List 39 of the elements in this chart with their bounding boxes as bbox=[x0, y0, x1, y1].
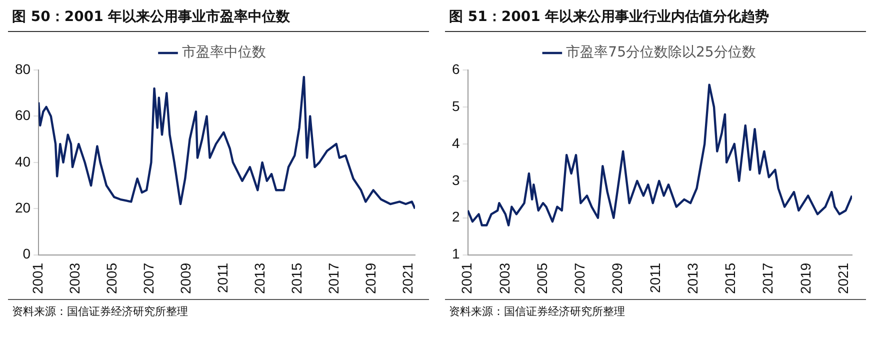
y-tick-label: 60 bbox=[14, 107, 31, 124]
x-tick-label: 2013 bbox=[684, 262, 700, 294]
y-tick-label: 3 bbox=[452, 172, 460, 188]
x-tick-label: 2009 bbox=[178, 262, 194, 294]
y-tick-label: 4 bbox=[452, 134, 460, 151]
x-tick-label: 2019 bbox=[797, 262, 814, 294]
x-tick-label: 2003 bbox=[66, 262, 82, 294]
x-tick-label: 2019 bbox=[362, 262, 379, 294]
x-tick-label: 2015 bbox=[288, 262, 305, 294]
x-tick-label: 2011 bbox=[646, 262, 663, 293]
y-tick-label: 20 bbox=[14, 200, 31, 216]
y-tick-label: 1 bbox=[452, 246, 460, 262]
y-tick-label: 40 bbox=[14, 153, 31, 170]
y-tick-label: 2 bbox=[452, 208, 460, 225]
text: 资料来源：国信证券经济研究所整理 bbox=[445, 299, 866, 319]
x-tick-label: 2017 bbox=[326, 262, 342, 294]
text: 资料来源：国信证券经济研究所整理 bbox=[8, 299, 429, 319]
x-tick-label: 2003 bbox=[496, 262, 512, 294]
x-tick-label: 2011 bbox=[214, 262, 231, 293]
x-tick-label: 2015 bbox=[722, 262, 738, 294]
x-tick-label: 2013 bbox=[252, 262, 268, 294]
y-tick-label: 80 bbox=[14, 60, 31, 77]
x-tick-label: 2007 bbox=[140, 262, 157, 294]
x-tick-label: 2009 bbox=[609, 262, 626, 294]
legend-label: 市盈率75分位数除以25分位数 bbox=[566, 44, 756, 61]
chart-title: 图 51：2001 年以来公用事业行业内估值分化趋势 bbox=[445, 0, 866, 32]
y-tick-label: 5 bbox=[452, 98, 460, 114]
x-tick-label: 2007 bbox=[572, 262, 588, 294]
x-tick-label: 2005 bbox=[534, 262, 550, 294]
x-tick-label: 2001 bbox=[29, 262, 46, 294]
chart-title: 图 50：2001 年以来公用事业市盈率中位数 bbox=[8, 0, 429, 32]
x-tick-label: 2001 bbox=[458, 262, 475, 294]
x-tick-label: 2017 bbox=[760, 262, 776, 294]
y-tick-label: 6 bbox=[452, 60, 460, 77]
y-tick-label: 0 bbox=[22, 246, 31, 262]
x-tick-label: 2021 bbox=[835, 262, 852, 294]
legend-label: 市盈率中位数 bbox=[182, 44, 266, 61]
x-tick-label: 2005 bbox=[103, 262, 120, 294]
x-tick-label: 2021 bbox=[400, 262, 416, 294]
